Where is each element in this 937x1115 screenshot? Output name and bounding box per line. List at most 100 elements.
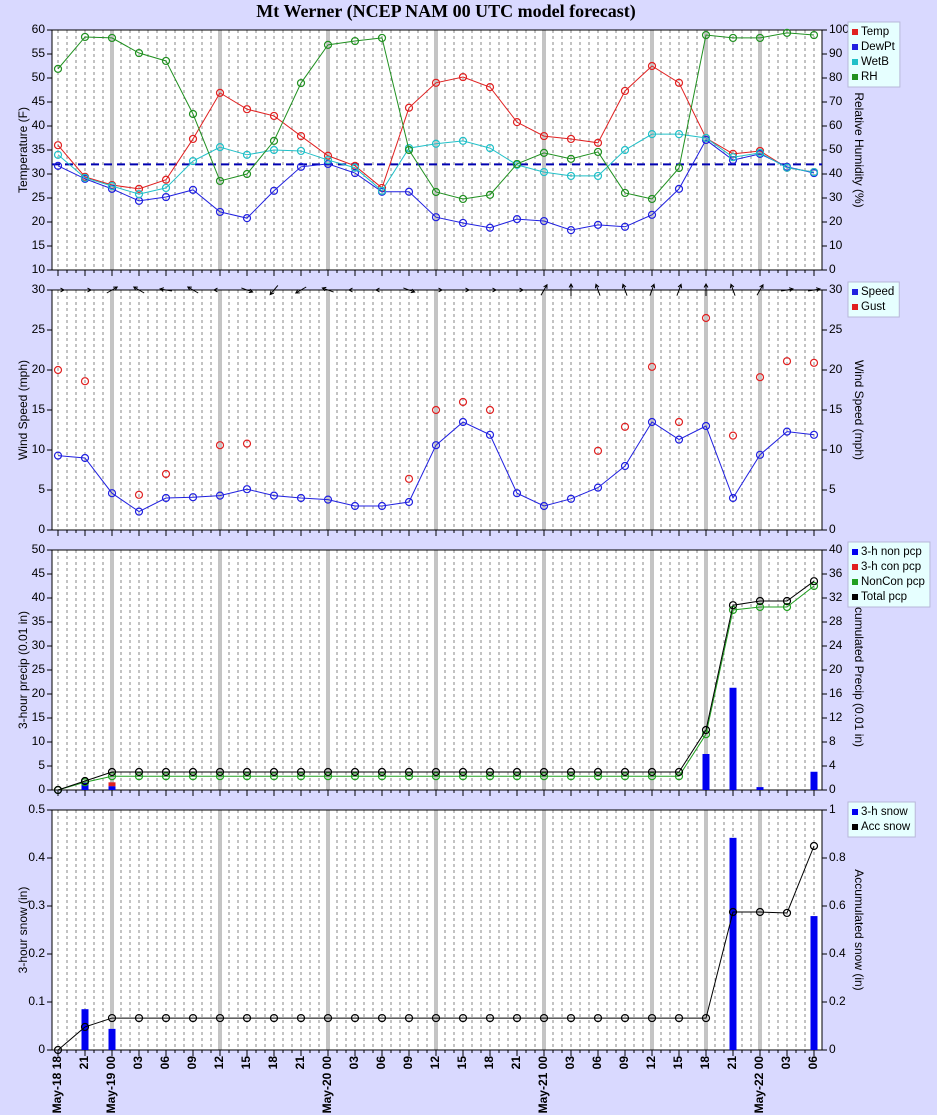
marker — [539, 148, 549, 157]
marker — [53, 1045, 63, 1055]
x-tick-label: 03 — [779, 1056, 793, 1070]
marker — [215, 176, 225, 186]
marker — [53, 141, 63, 150]
marker — [539, 1013, 549, 1023]
marker — [404, 103, 414, 112]
x-tick-label: May-21 00 — [536, 1056, 550, 1114]
marker — [431, 78, 441, 87]
bar — [108, 1028, 116, 1050]
y-axis-title: 3-hour precip (0.01 in) — [16, 611, 30, 729]
marker — [269, 136, 279, 145]
marker — [593, 138, 603, 147]
marker — [674, 130, 684, 139]
y-tick-label: 35 — [32, 614, 46, 628]
wind-arrow — [649, 283, 656, 296]
marker — [350, 163, 360, 172]
y-tick-label: 20 — [32, 686, 46, 700]
marker — [458, 417, 468, 427]
marker — [188, 772, 198, 781]
marker — [701, 725, 711, 735]
marker — [755, 33, 765, 43]
y-tick-label: 50 — [32, 70, 46, 84]
marker — [350, 168, 360, 178]
legend-label: 3-h snow — [861, 806, 908, 818]
marker — [296, 1013, 306, 1023]
marker — [188, 1013, 198, 1023]
legend-label: 3-h non pcp — [861, 546, 922, 558]
wind-arrow — [269, 285, 279, 296]
marker — [377, 186, 387, 195]
y-axis-title: Wind Speed (mph) — [16, 360, 30, 460]
marker — [323, 1013, 333, 1023]
y2-tick-label: 20 — [829, 214, 843, 228]
marker — [620, 86, 630, 96]
legend-label: 3-h con pcp — [861, 561, 921, 573]
y2-tick-label: 15 — [829, 402, 843, 416]
marker — [512, 159, 522, 169]
marker — [215, 441, 225, 450]
marker — [485, 143, 495, 153]
marker — [458, 1013, 468, 1023]
x-tick-label: 06 — [374, 1056, 388, 1070]
wind-arrow — [241, 287, 254, 294]
marker — [350, 767, 360, 777]
legend-label: Gust — [861, 301, 886, 313]
marker — [620, 767, 630, 777]
y2-tick-label: 10 — [829, 238, 843, 252]
y-tick-label: 0 — [38, 782, 45, 796]
legend-swatch — [852, 564, 858, 570]
y-axis-title: 3-hour snow (in) — [16, 887, 30, 974]
marker — [161, 767, 171, 777]
marker — [53, 150, 63, 159]
x-tick-label: 15 — [239, 1056, 253, 1070]
marker — [431, 767, 441, 777]
legend-swatch — [852, 579, 858, 585]
y-tick-label: 15 — [32, 710, 46, 724]
series-line — [57, 32, 815, 200]
marker — [296, 146, 306, 156]
y2-axis-title: Wind Speed (mph) — [852, 360, 866, 460]
wind-arrow — [756, 283, 764, 296]
marker — [647, 767, 657, 777]
wind-arrow — [808, 287, 821, 292]
bar — [81, 782, 89, 790]
marker — [215, 491, 225, 500]
marker — [512, 1013, 522, 1023]
marker — [566, 171, 576, 181]
marker — [107, 489, 117, 498]
marker — [728, 33, 738, 43]
legend-swatch — [852, 59, 858, 65]
marker — [350, 501, 360, 511]
marker — [296, 78, 306, 88]
marker — [296, 162, 306, 171]
wind-arrow — [132, 286, 145, 294]
legend-label: DewPt — [861, 41, 896, 53]
legend-swatch — [852, 809, 858, 815]
y2-axis-title: Relative Humidity (%) — [852, 92, 866, 207]
marker — [647, 194, 657, 204]
legend-swatch — [852, 289, 858, 295]
marker — [377, 501, 387, 511]
x-tick-label: 18 — [698, 1056, 712, 1070]
marker — [620, 188, 630, 198]
x-tick-label: 09 — [185, 1056, 199, 1070]
marker — [782, 596, 792, 606]
marker — [674, 1013, 684, 1023]
y-tick-label: 0 — [38, 1042, 45, 1056]
marker — [674, 184, 684, 193]
y2-axis-title: Accumulated Precip (0.01 in) — [852, 593, 866, 747]
marker — [755, 602, 765, 612]
marker — [539, 772, 549, 781]
bar — [756, 787, 764, 790]
y2-tick-label: 24 — [829, 638, 843, 652]
marker — [431, 139, 441, 148]
marker — [728, 153, 738, 162]
x-tick-label: 03 — [563, 1056, 577, 1070]
marker — [323, 772, 333, 781]
wind-arrow — [781, 287, 794, 292]
marker — [134, 190, 144, 199]
marker — [242, 169, 252, 179]
marker — [242, 1013, 252, 1023]
bar — [729, 687, 737, 790]
wind-arrow — [729, 283, 736, 296]
